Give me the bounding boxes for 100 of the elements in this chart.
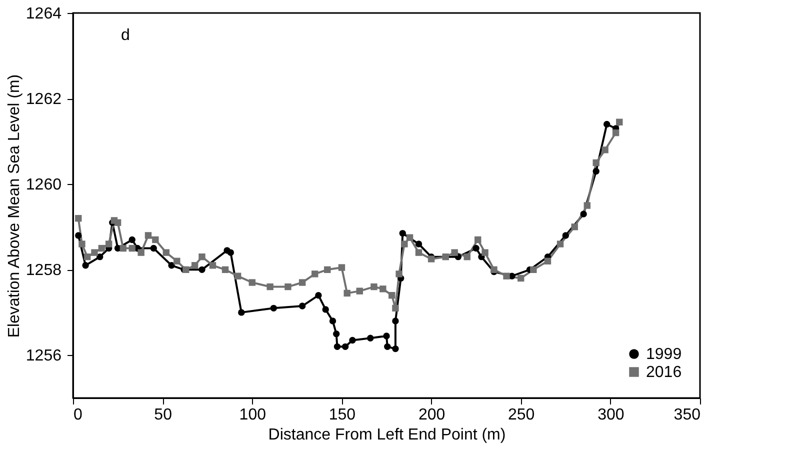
y-axis-title: Elevation Above Mean Sea Level (m) [6,74,23,338]
point [322,306,329,313]
point [324,266,331,274]
point [150,244,157,252]
point [544,258,552,264]
point [91,249,98,256]
x-axis-title: Distance From Left End Point (m) [268,426,506,444]
point [442,253,449,260]
point [344,290,350,297]
point [227,249,234,256]
y-tick-label: 1260 [26,176,62,194]
point [571,224,578,230]
point [152,236,159,244]
point [198,253,206,260]
point [162,249,170,256]
point [592,168,600,175]
point [451,249,458,256]
point [75,214,82,222]
x-tick-label: 0 [74,406,82,424]
point [356,288,363,294]
point [464,253,470,260]
point [556,240,564,248]
point [612,129,620,136]
point [518,274,524,282]
annotation: d [121,27,130,44]
point [399,230,406,237]
point [84,253,91,260]
x-tick-label: 50 [154,406,172,424]
point [584,202,590,209]
point [370,283,378,290]
point [503,272,510,280]
point [298,279,306,286]
point [415,240,422,248]
point [367,334,374,342]
point [349,336,356,344]
point [482,249,488,256]
point [415,249,422,256]
point [284,283,292,290]
point [270,304,277,312]
point [78,240,86,248]
point [384,343,391,350]
point [248,279,256,286]
point [82,262,89,269]
point [128,236,136,244]
point [168,262,175,269]
point [191,262,198,269]
point [401,240,408,248]
x-tick-label: 100 [239,406,266,424]
point [592,159,600,166]
point [222,266,229,274]
point [616,118,623,126]
x-tick-label: 200 [418,406,446,424]
point [75,232,82,239]
point [428,256,435,262]
point [234,272,242,280]
point [98,244,106,252]
point [238,309,245,316]
x-tick-label: 250 [508,406,535,424]
point [472,244,480,252]
point [388,292,396,299]
point [298,302,306,310]
point [329,318,336,324]
x-tick-label: 350 [674,406,701,424]
point [530,266,537,274]
point [311,270,318,278]
point [602,146,608,154]
point [266,283,274,290]
point [105,240,112,248]
point [209,262,216,269]
legend-label: 2016 [646,364,682,381]
point [334,343,341,350]
point [338,264,346,271]
point [562,232,569,239]
point [342,343,349,350]
x-tick-label: 150 [328,406,356,424]
y-tick-label: 1264 [26,6,62,22]
point [144,232,152,239]
point [114,219,122,226]
point [406,234,414,241]
point [474,236,482,244]
y-tick-label: 1262 [26,91,62,108]
point [332,330,340,338]
point [174,258,180,264]
point [396,270,402,278]
point [138,249,144,256]
point [380,286,386,292]
y-tick-label: 1258 [26,262,62,280]
point [315,292,322,299]
y-tick-label: 1256 [26,348,62,365]
point [392,304,399,312]
point [580,210,587,218]
point [392,345,399,352]
point [120,244,127,252]
point [96,253,104,260]
point [128,244,136,252]
point [392,318,399,324]
point [383,332,390,340]
x-tick-label: 300 [598,406,624,424]
legend-label: 1999 [646,346,682,363]
point [198,266,206,274]
